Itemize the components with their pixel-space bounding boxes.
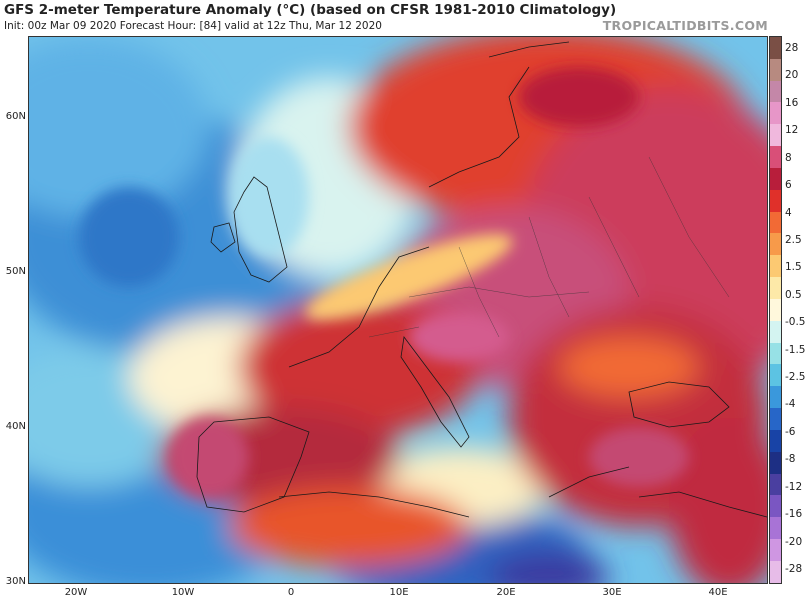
latitude-label: 40N [5, 421, 26, 432]
colorbar-label: 12 [785, 124, 799, 137]
colorbar-label: 1.5 [785, 261, 802, 274]
colorbar-label: -20 [785, 535, 803, 548]
colorbar-swatch [770, 408, 781, 430]
colorbar [769, 36, 782, 584]
colorbar-swatch [770, 233, 781, 256]
map-title: GFS 2-meter Temperature Anomaly (°C) (ba… [4, 2, 617, 18]
colorbar-swatch [770, 255, 781, 278]
colorbar-swatch [770, 102, 781, 125]
colorbar-swatch [770, 277, 781, 299]
colorbar-label: -4 [785, 398, 796, 411]
longitude-label: 40E [708, 587, 728, 598]
colorbar-label: -6 [785, 425, 796, 438]
colorbar-label: -28 [785, 563, 803, 575]
colorbar-swatch [770, 146, 781, 168]
colorbar-label: 0.5 [785, 288, 802, 301]
colorbar-swatch [770, 189, 781, 212]
latitude-label: 30N [5, 576, 26, 587]
coastlines [196, 41, 767, 518]
longitude-label: 20W [64, 587, 88, 598]
colorbar-label: -12 [785, 480, 803, 493]
colorbar-swatch [770, 37, 781, 59]
longitude-label: 20E [496, 587, 516, 598]
colorbar-swatch [770, 124, 781, 147]
colorbar-label: -0.5 [785, 316, 806, 329]
latitude-label: 60N [5, 111, 26, 122]
longitude-label: 10W [171, 587, 195, 598]
anomaly-map-canvas [29, 37, 767, 583]
colorbar-label: -2.5 [785, 371, 806, 384]
colorbar-label: -1.5 [785, 343, 806, 356]
colorbar-swatch [770, 298, 781, 321]
anomaly-map[interactable] [28, 36, 768, 584]
colorbar-label: 8 [785, 151, 792, 164]
colorbar-swatch [770, 429, 781, 452]
colorbar-label: -8 [785, 453, 796, 466]
brand-watermark[interactable]: TROPICALTIDBITS.COM [602, 18, 768, 33]
colorbar-label: 20 [785, 69, 799, 82]
colorbar-label: 2.5 [785, 233, 802, 246]
colorbar-swatch [770, 560, 781, 583]
colorbar-swatch [770, 320, 781, 343]
colorbar-label: 16 [785, 96, 799, 109]
longitude-label: 0 [287, 587, 295, 598]
colorbar-label: 6 [785, 179, 792, 192]
longitude-label: 30E [602, 587, 622, 598]
colorbar-swatch [770, 495, 781, 518]
colorbar-swatch [770, 211, 781, 234]
forecast-info: Init: 00z Mar 09 2020 Forecast Hour: [84… [4, 20, 382, 32]
colorbar-swatch [770, 167, 781, 190]
colorbar-swatch [770, 386, 781, 409]
colorbar-swatch [770, 342, 781, 365]
borders [368, 156, 730, 338]
colorbar-label: 4 [785, 206, 792, 219]
colorbar-swatch [770, 58, 781, 81]
anomaly-detail [79, 67, 689, 497]
colorbar-swatch [770, 364, 781, 387]
colorbar-swatch [770, 451, 781, 474]
colorbar-swatch [770, 517, 781, 540]
colorbar-label: 28 [785, 42, 799, 54]
colorbar-swatch [770, 539, 781, 561]
longitude-label: 10E [389, 587, 409, 598]
colorbar-swatch [770, 473, 781, 496]
latitude-label: 50N [5, 266, 26, 277]
colorbar-swatch [770, 80, 781, 103]
colorbar-label: -16 [785, 508, 803, 521]
